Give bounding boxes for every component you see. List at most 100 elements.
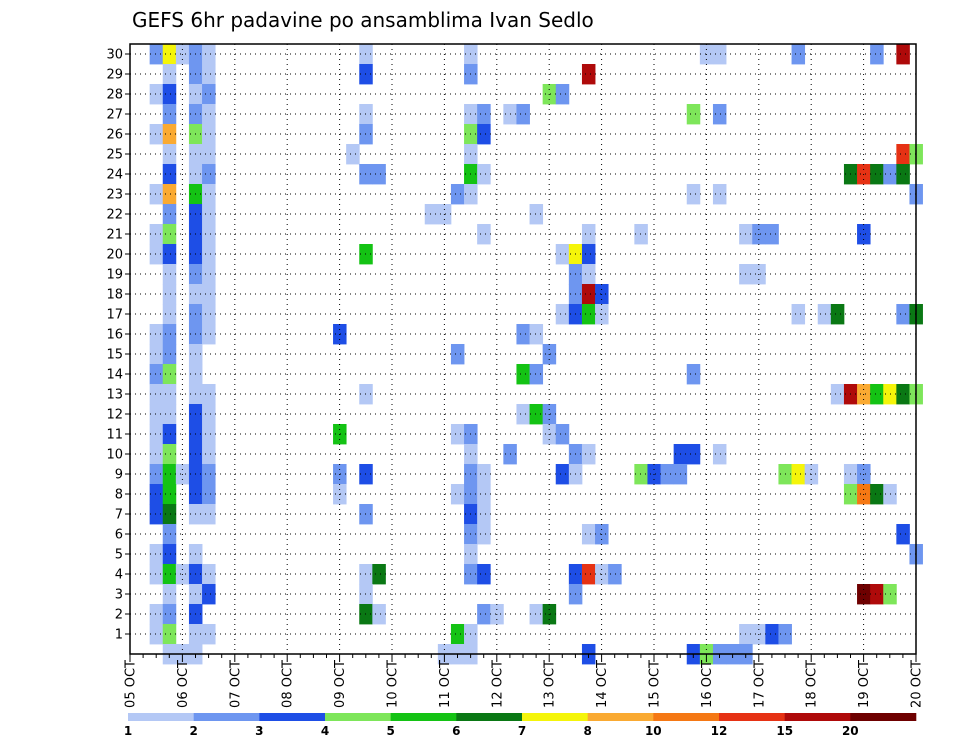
y-tick-label: 30 [106,48,123,63]
heatmap-cell [896,524,910,545]
heatmap-cell [202,284,216,305]
heatmap-cell [581,264,596,285]
colorbar-label: 8 [584,724,592,738]
heatmap-cell [634,224,648,245]
x-tick-label: 13 OCT [543,660,558,708]
heatmap-cell [870,484,884,505]
heatmap-cell [346,144,360,165]
colorbar-label: 15 [776,724,793,738]
heatmap-cell [712,184,727,205]
y-tick-label: 5 [115,548,123,563]
heatmap-cell [477,224,491,245]
heatmap-cell [149,184,164,205]
heatmap-cell [149,504,164,525]
y-axis: 1234567891011121314151617181920212223242… [106,48,130,643]
heatmap-cell [372,564,386,585]
colorbar-swatch [522,713,588,721]
colorbar-label: 20 [842,724,859,738]
colorbar-label: 2 [190,724,198,738]
heatmap-cell [162,364,177,385]
heatmap-cell [162,524,177,545]
heatmap-cell [529,364,544,385]
heatmap-cell [581,304,596,325]
heatmap-cell [477,484,491,505]
heatmap-cell [581,524,596,545]
x-tick-label: 19 OCT [857,660,872,708]
heatmap-cell [202,224,216,245]
heatmap-cell [791,464,806,485]
x-tick-label: 05 OCT [124,660,139,708]
heatmap-cell [202,444,216,465]
x-tick-label: 17 OCT [752,660,767,708]
x-tick-label: 18 OCT [805,660,820,708]
y-tick-label: 12 [106,408,123,423]
heatmap-cell [477,464,491,485]
heatmap-cell [686,104,701,125]
heatmap-cell [870,164,884,185]
x-tick-label: 12 OCT [490,660,505,708]
heatmap-cell [686,184,701,205]
colorbar-swatch [193,713,260,721]
heatmap-cell [162,584,177,605]
heatmap-cell [149,564,164,585]
colorbar-swatch [128,713,194,721]
colorbar-label: 12 [711,724,728,738]
heatmap-cell [424,204,439,225]
heatmap-cell [477,504,491,525]
heatmap-cell [149,324,164,345]
heatmap-cell [791,44,806,65]
colorbar-label: 10 [645,724,662,738]
heatmap-cell [202,484,216,505]
heatmap-cell [202,564,216,585]
heatmap-cell [450,484,465,505]
heatmap-cell [870,384,884,405]
heatmap-cell [162,384,177,405]
heatmap-cell [162,624,177,645]
heatmap-cell [162,84,177,105]
heatmap-cell [608,564,622,585]
heatmap-cell [202,124,216,145]
x-axis: 05 OCT 06 OCT 07 OCT 08 OCT 09 OCT 10 OCT 11 O… [124,654,925,708]
heatmap-cell [149,224,164,245]
colorbar-label: 6 [452,724,460,738]
heatmap-cell [162,564,177,585]
y-tick-label: 22 [106,208,123,223]
heatmap-cell [634,464,648,485]
heatmap-cell [202,624,216,645]
heatmap-cell [870,44,884,65]
colorbar-label: 7 [518,724,526,738]
heatmap-cell [712,44,727,65]
heatmap-cell [149,344,164,365]
heatmap-cell [516,404,530,425]
heatmap-cell [149,124,164,145]
heatmap-cell [162,444,177,465]
heatmap-cell [149,244,164,265]
heatmap-cell [686,444,701,465]
x-tick-label: 10 OCT [386,660,401,708]
y-tick-label: 13 [106,388,123,403]
heatmap-cell [162,484,177,505]
colorbar-swatch [587,713,654,721]
x-tick-label: 11 OCT [438,660,453,708]
y-tick-label: 29 [106,68,123,83]
heatmap-cell [202,584,216,605]
heatmap-cell [516,364,530,385]
y-tick-label: 2 [115,608,123,623]
colorbar-swatch [719,713,785,721]
colorbar-swatch [259,713,326,721]
heatmap-cell [149,404,164,425]
heatmap-cell [712,444,727,465]
y-tick-label: 23 [106,188,123,203]
heatmap-cell [162,304,177,325]
heatmap-cell [202,204,216,225]
y-tick-label: 28 [106,88,123,103]
heatmap-cell [149,424,164,445]
heatmap-cell [162,264,177,285]
heatmap-cell [555,464,570,485]
heatmap-cell [202,324,216,345]
heatmap-cell [529,604,544,625]
heatmap-cell [529,204,544,225]
heatmap-cell [149,484,164,505]
heatmap-cell [529,404,544,425]
